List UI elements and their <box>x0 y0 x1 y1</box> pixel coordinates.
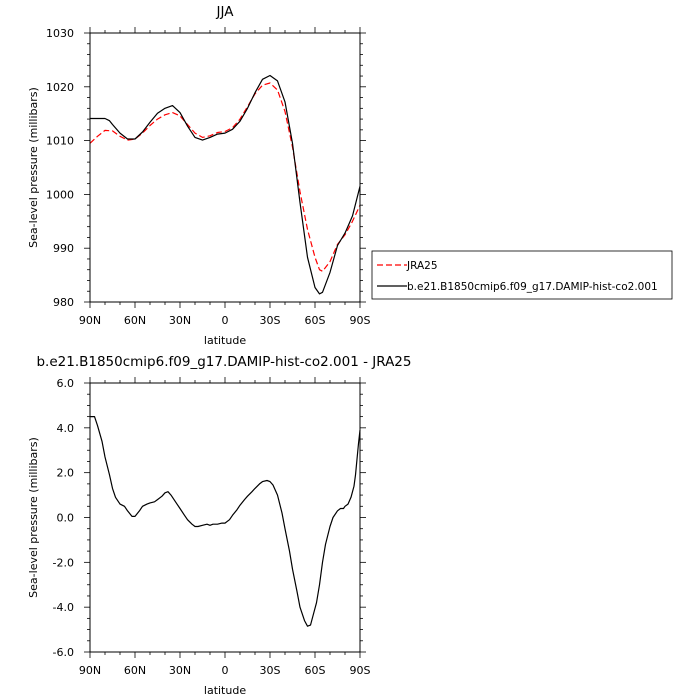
x-tick-label: 90N <box>79 664 101 677</box>
y-tick-label: 2.0 <box>57 467 75 480</box>
y-tick-label: 1020 <box>46 81 74 94</box>
x-tick-label: 60S <box>305 314 326 327</box>
x-tick-label: 30N <box>169 314 191 327</box>
y-tick-label: 6.0 <box>57 377 75 390</box>
x-tick-label: 60N <box>124 664 146 677</box>
y-tick-label: -6.0 <box>53 646 74 659</box>
y-axis-label: Sea-level pressure (millibars) <box>27 437 40 598</box>
y-tick-label: 1000 <box>46 188 74 201</box>
x-tick-label: 30S <box>260 314 281 327</box>
x-tick-label: 60S <box>305 664 326 677</box>
y-tick-label: -4.0 <box>53 601 74 614</box>
series-line-1 <box>90 74 361 295</box>
legend: JRA25 b.e21.B1850cmip6.f09_g17.DAMIP-his… <box>371 250 673 300</box>
y-tick-label: 980 <box>53 296 74 309</box>
y-tick-label: -2.0 <box>53 556 74 569</box>
chart-title: JJA <box>216 4 235 20</box>
chart-mean-slp: JJA Sea-level pressure (millibars) latit… <box>27 4 371 347</box>
series-lines <box>90 416 361 627</box>
series-lines <box>89 74 361 295</box>
x-tick-label: 60N <box>124 314 146 327</box>
y-axis-label: Sea-level pressure (millibars) <box>27 87 40 248</box>
legend-box <box>371 250 673 300</box>
x-tick-label: 90S <box>350 664 371 677</box>
series-line-0 <box>90 416 361 627</box>
x-axis-label: latitude <box>204 334 246 347</box>
legend-label-jra25: JRA25 <box>406 260 438 272</box>
plot-frame <box>89 382 361 653</box>
x-tick-label: 90S <box>350 314 371 327</box>
x-axis-label: latitude <box>204 684 246 697</box>
y-tick-label: 0.0 <box>57 512 75 525</box>
y-tick-label: 990 <box>53 242 74 255</box>
chart-difference: b.e21.B1850cmip6.f09_g17.DAMIP-hist-co2.… <box>27 354 412 697</box>
y-tick-label: 4.0 <box>57 422 75 435</box>
legend-label-model: b.e21.B1850cmip6.f09_g17.DAMIP-hist-co2.… <box>407 281 658 293</box>
x-tick-label: 0 <box>222 314 229 327</box>
axis-ticks: 90N 60N 30N 0 30S 60S 90S 980 990 1000 1010 1020 103… <box>46 27 371 327</box>
y-tick-label: 1030 <box>46 27 74 40</box>
x-tick-label: 30N <box>169 664 191 677</box>
plot-frame <box>89 32 361 303</box>
chart-title: b.e21.B1850cmip6.f09_g17.DAMIP-hist-co2.… <box>36 354 411 370</box>
x-tick-label: 30S <box>260 664 281 677</box>
x-tick-label: 90N <box>79 314 101 327</box>
x-tick-label: 0 <box>222 664 229 677</box>
axis-ticks: 90N 60N 30N 0 30S 60S 90S -6.0 -4.0 -2.0 0.0 2.0 4.0… <box>53 377 371 677</box>
y-tick-label: 1010 <box>46 135 74 148</box>
series-line-0 <box>89 82 361 272</box>
